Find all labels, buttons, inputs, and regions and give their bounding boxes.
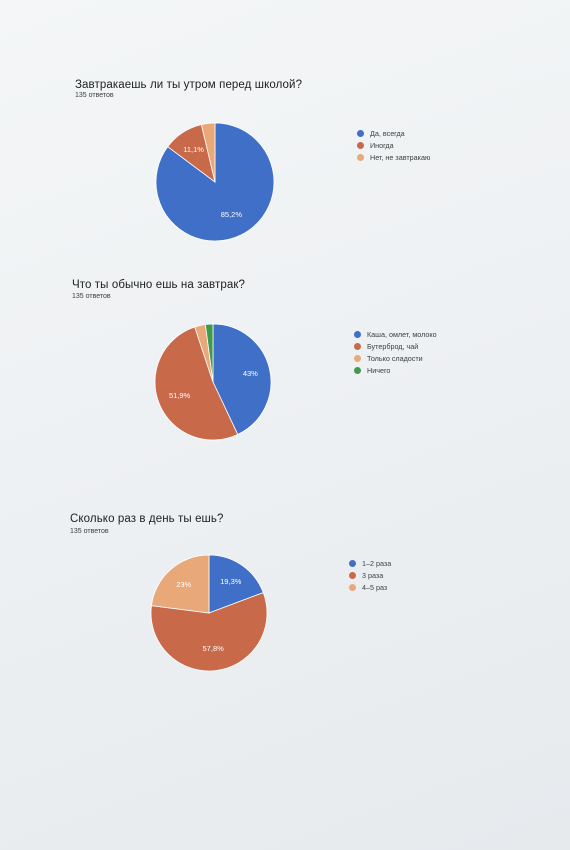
legend-item: Иногда — [357, 139, 430, 151]
chart-legend: Каша, омлет, молоко Бутерброд, чай Только … — [354, 328, 437, 376]
slice-data-label: 43% — [243, 369, 258, 378]
response-count: 135 ответов — [70, 528, 109, 535]
legend-item: 1–2 раза — [349, 557, 391, 569]
question-title: Что ты обычно ешь на завтрак? — [72, 279, 245, 291]
pie-chart: 85,2% 11,1% — [155, 122, 275, 242]
chart-legend: Да, всегда Иногда Нет, не завтракаю — [357, 127, 430, 163]
legend-swatch — [354, 330, 361, 338]
pie-slice-3 — [151, 554, 210, 614]
legend-label: Ничего — [367, 365, 391, 375]
pie-slice-2 — [154, 326, 239, 441]
legend-swatch — [349, 583, 356, 591]
legend-label: Бутерброд, чай — [367, 341, 419, 351]
legend-swatch — [349, 559, 356, 567]
slice-data-label: 23% — [176, 580, 191, 589]
legend-label: Только сладости — [367, 353, 423, 363]
legend-label: Нет, не завтракаю — [370, 152, 431, 162]
legend-swatch — [357, 129, 364, 137]
legend-label: Иногда — [370, 140, 394, 150]
legend-label: 1–2 раза — [362, 558, 392, 568]
legend-label: Да, всегда — [370, 128, 405, 138]
legend-item: Нет, не завтракаю — [357, 151, 430, 163]
pie-chart: 19,3% 57,8% 23% — [150, 554, 268, 672]
legend-swatch — [349, 571, 356, 579]
legend-item: Да, всегда — [357, 127, 430, 139]
legend-label: 4–5 раз — [362, 582, 388, 592]
pie-slice-1 — [155, 122, 275, 242]
legend-label: 3 раза — [362, 570, 384, 580]
legend-item: Бутерброд, чай — [354, 340, 437, 352]
legend-item: Каша, омлет, молоко — [354, 328, 437, 340]
legend-swatch — [357, 153, 364, 161]
legend-item: 4–5 раз — [349, 581, 391, 593]
slice-data-label: 85,2% — [221, 210, 243, 219]
legend-swatch — [354, 366, 361, 374]
slice-data-label: 19,3% — [220, 577, 242, 586]
question-title: Сколько раз в день ты ешь? — [70, 513, 224, 525]
response-count: 135 ответов — [72, 293, 111, 300]
legend-item: Только сладости — [354, 352, 437, 364]
slice-data-label: 57,8% — [203, 644, 225, 653]
pie-slice-4 — [204, 323, 214, 383]
chart-legend: 1–2 раза 3 раза 4–5 раз — [349, 557, 391, 593]
question-title: Завтракаешь ли ты утром перед школой? — [75, 79, 303, 91]
pie-slice-1 — [212, 323, 272, 436]
legend-item: 3 раза — [349, 569, 391, 581]
slice-data-label: 11,1% — [183, 145, 204, 154]
legend-swatch — [357, 141, 364, 149]
response-count: 135 ответов — [75, 92, 114, 99]
pie-slice-3 — [200, 122, 216, 183]
pie-slice-1 — [208, 554, 264, 614]
pie-slice-2 — [150, 592, 268, 672]
legend-label: Каша, омлет, молоко — [367, 329, 437, 339]
pie-chart: 43% 51,9% — [154, 323, 272, 441]
slice-data-label: 51,9% — [169, 391, 191, 400]
legend-swatch — [354, 342, 361, 350]
legend-swatch — [354, 354, 361, 362]
legend-item: Ничего — [354, 364, 437, 376]
